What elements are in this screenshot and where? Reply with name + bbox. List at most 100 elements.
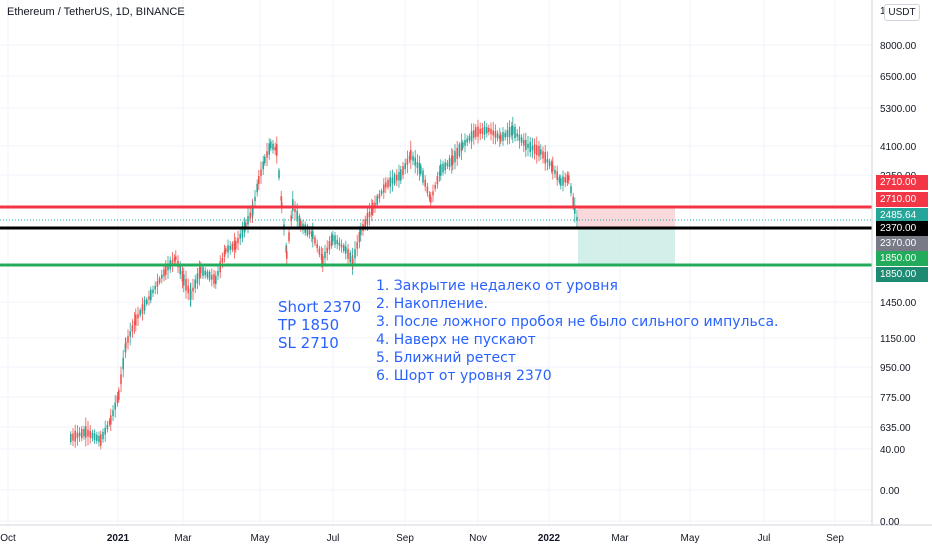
candle-body [426,186,429,193]
notes-annotation[interactable]: 1. Закрытие недалеко от уровня 2. Накопл… [376,277,778,385]
candle-body [227,245,229,253]
candle-body [286,251,288,259]
candle-body [393,174,396,184]
candle-body [133,321,136,325]
symbol-title[interactable]: Ethereum / TetherUS, 1D, BINANCE [7,6,185,18]
candle-body [518,134,521,141]
candle-body [551,161,553,172]
candle-body [281,202,283,208]
candle-body [245,222,247,228]
price-axis[interactable]: 8000.006500.005300.004100.003350.001450.… [880,41,917,528]
candle-body [135,314,137,326]
candle-body [432,191,434,196]
grid-lines [0,0,872,525]
trade-annotation[interactable]: Short 2370 TP 1850 SL 2710 [278,298,361,352]
candle-body [568,175,570,181]
candle-body [540,149,542,155]
candle-body [264,156,266,164]
position-zones [578,207,675,265]
candle-body [114,402,116,410]
candle-body [311,231,313,237]
time-axis[interactable]: Oct 2021 Mar May Jul Sep Nov 2022 Mar May Jul Sep [0,533,844,544]
candle-body [496,133,499,139]
candle-body [294,208,296,213]
candle-body [332,234,334,242]
candle-body [106,424,109,429]
candle-body [104,427,106,435]
candle-body [477,126,479,137]
candle-body [225,248,227,252]
candle-body [112,410,114,417]
candle-body [564,177,566,183]
candle-body [473,130,475,138]
candle-body [215,275,217,285]
candle-body [146,299,148,304]
candle-body [330,235,333,247]
candle-body [194,279,196,289]
candle-body [156,281,159,287]
candle-body [481,128,484,134]
price-tick-label: 950.00 [880,363,911,374]
candle-body [190,290,192,300]
candle-body [483,126,486,135]
candle-body [233,240,236,251]
candle-body [229,245,231,250]
candle-body [366,212,369,225]
candle-body [358,232,361,243]
price-axis-label: 2710.00 [876,192,928,207]
candle-body [396,174,398,181]
candle-body [338,242,341,246]
candle-body [512,125,514,135]
candle-body [556,171,558,180]
candle-body [211,275,213,280]
stop-loss-zone[interactable] [578,207,675,228]
price-axis-label: 2710.00 [876,175,928,190]
price-tick-label: 4100.00 [880,142,917,153]
candle-body [312,231,314,239]
candle-body [139,309,141,316]
candle-body [278,170,280,179]
candle-body [470,131,473,142]
candle-body [460,142,463,152]
candle-body [446,162,449,167]
candle-body [81,429,83,439]
candle-body [270,141,272,149]
candle-body [266,151,268,158]
candle-body [438,171,441,176]
candle-body [241,226,244,238]
time-tick-label: May [681,533,700,544]
time-tick-label: Nov [469,533,487,544]
candle-body [122,357,124,370]
candle-body [525,140,527,150]
candle-body [368,211,371,217]
candle-body [296,210,298,222]
time-tick-label: Sep [396,533,414,544]
candle-body [418,162,421,174]
candle-body [347,248,349,259]
candle-body [256,183,258,193]
candle-body [520,137,523,143]
candle-body [83,429,85,437]
candle-body [454,151,456,163]
candle-body [380,190,383,194]
candle-body [254,196,256,202]
candle-body [343,245,345,252]
candle-body [78,432,81,437]
candle-body [416,162,419,168]
candle-body [514,126,516,139]
candle-body [538,145,540,157]
candle-body [462,142,464,148]
candle-body [371,205,373,215]
candle-body [306,225,309,236]
candle-body [574,206,576,214]
candle-body [562,176,564,186]
candle-body [560,178,562,186]
candle-body [352,259,354,265]
currency-unit-button[interactable]: USDT [884,4,920,21]
candle-body [247,216,249,225]
candle-body [196,273,199,284]
take-profit-zone[interactable] [578,228,675,265]
note-line: 5. Ближний ретест [376,350,516,366]
price-tick-label: 0.00 [880,486,900,497]
